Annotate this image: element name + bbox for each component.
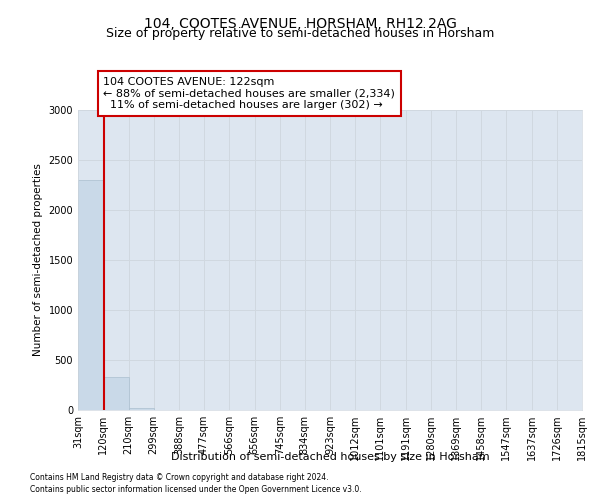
Bar [78,180,103,410]
Text: Contains HM Land Registry data © Crown copyright and database right 2024.: Contains HM Land Registry data © Crown c… [30,474,329,482]
Text: Distribution of semi-detached houses by size in Horsham: Distribution of semi-detached houses by … [170,452,490,462]
Text: Contains public sector information licensed under the Open Government Licence v3: Contains public sector information licen… [30,485,362,494]
Bar [103,377,128,410]
Bar [128,408,154,410]
Text: 104, COOTES AVENUE, HORSHAM, RH12 2AG: 104, COOTES AVENUE, HORSHAM, RH12 2AG [143,18,457,32]
Text: Size of property relative to semi-detached houses in Horsham: Size of property relative to semi-detach… [106,28,494,40]
Text: 104 COOTES AVENUE: 122sqm
← 88% of semi-detached houses are smaller (2,334)
  11: 104 COOTES AVENUE: 122sqm ← 88% of semi-… [103,77,395,110]
Y-axis label: Number of semi-detached properties: Number of semi-detached properties [33,164,43,356]
